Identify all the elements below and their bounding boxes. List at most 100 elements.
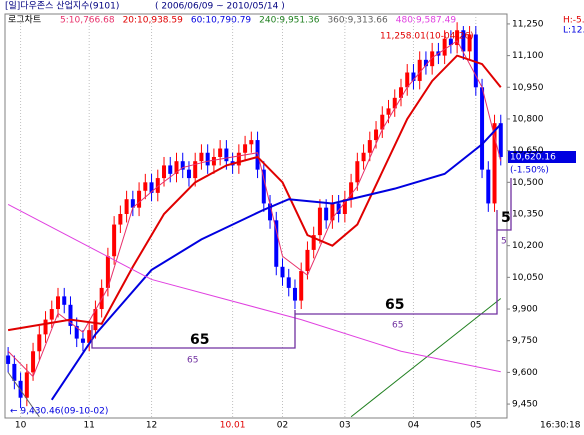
candle-body bbox=[498, 123, 503, 157]
candle-body bbox=[317, 207, 322, 236]
ma-line bbox=[7, 204, 501, 373]
candle-body bbox=[118, 213, 123, 225]
x-tick-label: 10.01 bbox=[220, 421, 246, 431]
y-tick-label: 9,900 bbox=[512, 305, 538, 315]
ma-line bbox=[50, 123, 502, 401]
candle-body bbox=[311, 235, 316, 250]
y-tick-label: 9,750 bbox=[512, 336, 538, 346]
candle-body bbox=[361, 152, 366, 162]
chart-title: [일]다우존스 산업지수(9101) bbox=[5, 1, 119, 12]
candle-body bbox=[205, 152, 210, 166]
candle-body bbox=[43, 319, 48, 335]
last-price-box bbox=[508, 151, 576, 163]
legend-entry: 5:10,766.68 bbox=[60, 16, 115, 26]
last-price: 10,620.16 bbox=[510, 153, 556, 163]
plot bbox=[6, 14, 503, 418]
candle-body bbox=[461, 30, 466, 52]
y-tick-label: 10,800 bbox=[512, 114, 544, 124]
candle-body bbox=[430, 51, 435, 67]
x-tick-label: 04 bbox=[408, 421, 420, 431]
y-tick-label: 9,450 bbox=[512, 400, 538, 410]
candle-body bbox=[87, 330, 92, 343]
candle-body bbox=[124, 199, 129, 214]
candle-body bbox=[398, 87, 403, 98]
x-tick-label: 02 bbox=[277, 421, 288, 431]
candle-body bbox=[130, 199, 135, 208]
candle-body bbox=[349, 182, 354, 200]
y-tick-label: 9,600 bbox=[512, 368, 538, 378]
ma-line bbox=[7, 40, 502, 378]
candle-body bbox=[211, 156, 216, 166]
candle-body bbox=[280, 266, 285, 278]
candle-body bbox=[330, 203, 335, 221]
candle-body bbox=[236, 152, 241, 166]
cycle-label: 65 bbox=[392, 321, 403, 331]
candle-body bbox=[168, 165, 173, 174]
candle-body bbox=[105, 256, 110, 288]
time: 16:30:18 bbox=[540, 421, 581, 431]
candle-body bbox=[405, 72, 410, 88]
candle-body bbox=[324, 207, 329, 221]
y-tick-label: 10,050 bbox=[512, 273, 544, 283]
cycle-label: 65 bbox=[190, 332, 209, 348]
y-tick-label: 10,350 bbox=[512, 209, 544, 219]
legend: 5:10,766.68 20:10,938.59 60:10,790.79 240:9… bbox=[60, 16, 456, 26]
candle-body bbox=[480, 87, 485, 170]
y-tick-label: 10,200 bbox=[512, 241, 544, 251]
candle-body bbox=[305, 249, 310, 272]
legend-entry: 60:10,790.79 bbox=[191, 16, 252, 26]
high-change: H:-5.67 bbox=[563, 16, 584, 26]
y-tick-label: 11,250 bbox=[512, 19, 544, 29]
candle-body bbox=[224, 148, 229, 162]
candle-body bbox=[37, 334, 42, 352]
candle-body bbox=[143, 182, 148, 191]
candle-body bbox=[342, 199, 347, 214]
cycle-lines bbox=[91, 178, 512, 349]
annotation: 11,258.01(10-04-26) bbox=[380, 32, 474, 42]
candle-body bbox=[455, 30, 460, 46]
candle-body bbox=[243, 144, 248, 153]
legend-entry: 20:10,938.59 bbox=[123, 16, 184, 26]
x-tick-label: 11 bbox=[83, 421, 94, 431]
candle-body bbox=[486, 169, 491, 204]
candle-body bbox=[112, 224, 117, 257]
chart-mode: 로그차트 bbox=[8, 14, 41, 26]
cycle-label: 65 bbox=[385, 297, 404, 313]
candle-body bbox=[355, 161, 360, 183]
candle-body bbox=[31, 351, 36, 373]
cycle-bracket bbox=[295, 210, 498, 315]
x-tick-label: 03 bbox=[339, 421, 350, 431]
candle-body bbox=[448, 38, 453, 46]
cycle-label: 5 bbox=[501, 210, 511, 226]
cycle-label: 5 bbox=[501, 237, 507, 247]
candle-body bbox=[180, 161, 185, 170]
candle-body bbox=[49, 309, 54, 320]
candle-body bbox=[93, 309, 98, 331]
y-tick-label: 10,500 bbox=[512, 178, 544, 188]
x-tick-label: 05 bbox=[470, 421, 481, 431]
x-tick-label: 12 bbox=[146, 421, 157, 431]
candle-body bbox=[218, 148, 223, 157]
candle-body bbox=[380, 114, 385, 130]
candle-body bbox=[386, 108, 391, 115]
legend-entry: 240:9,951.36 bbox=[259, 16, 320, 26]
y-tick-label: 10,650 bbox=[512, 146, 544, 156]
candle-body bbox=[68, 304, 73, 326]
cycle-bracket bbox=[497, 178, 512, 231]
candle-body bbox=[336, 203, 341, 214]
y-tick-label: 10,950 bbox=[512, 83, 544, 93]
candle-body bbox=[411, 72, 416, 81]
candle-body bbox=[268, 203, 273, 221]
candle-body bbox=[199, 152, 204, 162]
ma-line bbox=[7, 54, 502, 332]
annotation: ← 9,430.46(09-10-02) bbox=[10, 407, 108, 417]
candle-body bbox=[274, 220, 279, 267]
subtitle: ( 2006/06/09 ~ 2010/05/14 ) bbox=[155, 2, 285, 12]
candle-body bbox=[374, 129, 379, 141]
candle-body bbox=[417, 59, 422, 81]
candle-body bbox=[467, 34, 472, 52]
candle-body bbox=[6, 355, 11, 364]
y-tick-label: 11,100 bbox=[512, 51, 544, 61]
plot-frame bbox=[4, 13, 508, 419]
candle-body bbox=[137, 190, 142, 208]
